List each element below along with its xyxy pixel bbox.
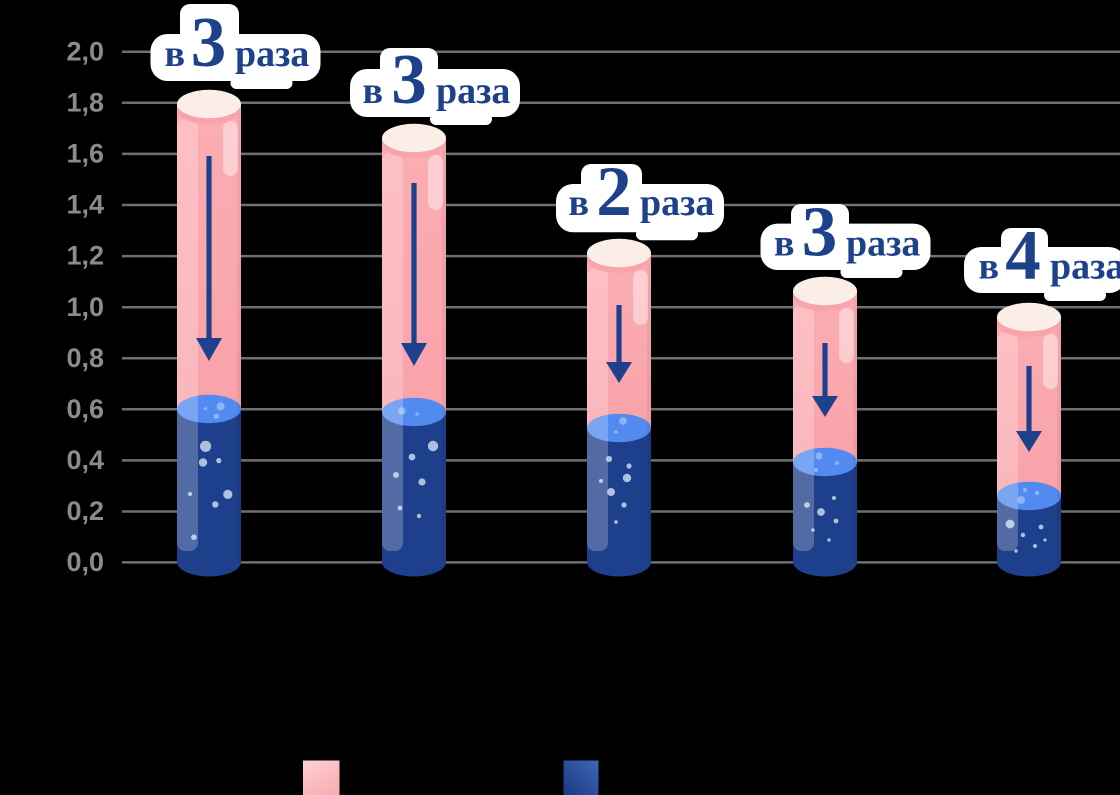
svg-text:в: в — [362, 70, 383, 112]
svg-text:0,4: 0,4 — [66, 445, 104, 475]
svg-text:0,0: 0,0 — [66, 547, 104, 577]
svg-text:раза: раза — [436, 70, 510, 112]
svg-text:1,8: 1,8 — [66, 87, 104, 117]
svg-text:2,0: 2,0 — [66, 36, 104, 66]
svg-text:3: 3 — [391, 41, 427, 119]
svg-text:раза: раза — [846, 223, 920, 265]
svg-text:2: 2 — [596, 153, 632, 231]
svg-text:в: в — [774, 223, 795, 265]
svg-text:1,6: 1,6 — [66, 139, 104, 169]
svg-text:3: 3 — [191, 4, 227, 82]
svg-text:в: в — [164, 33, 185, 75]
svg-text:в: в — [568, 182, 589, 224]
svg-text:раза: раза — [640, 182, 714, 224]
svg-text:0,6: 0,6 — [66, 394, 104, 424]
svg-text:0,8: 0,8 — [66, 343, 104, 373]
svg-text:3: 3 — [802, 194, 838, 272]
svg-text:1,4: 1,4 — [66, 190, 104, 220]
svg-text:в: в — [978, 246, 999, 288]
svg-text:0,2: 0,2 — [66, 496, 104, 526]
svg-text:раза: раза — [235, 33, 309, 75]
svg-text:4: 4 — [1005, 217, 1041, 295]
svg-text:раза: раза — [1050, 246, 1120, 288]
svg-text:1,2: 1,2 — [66, 241, 104, 271]
svg-text:1,0: 1,0 — [66, 292, 104, 322]
